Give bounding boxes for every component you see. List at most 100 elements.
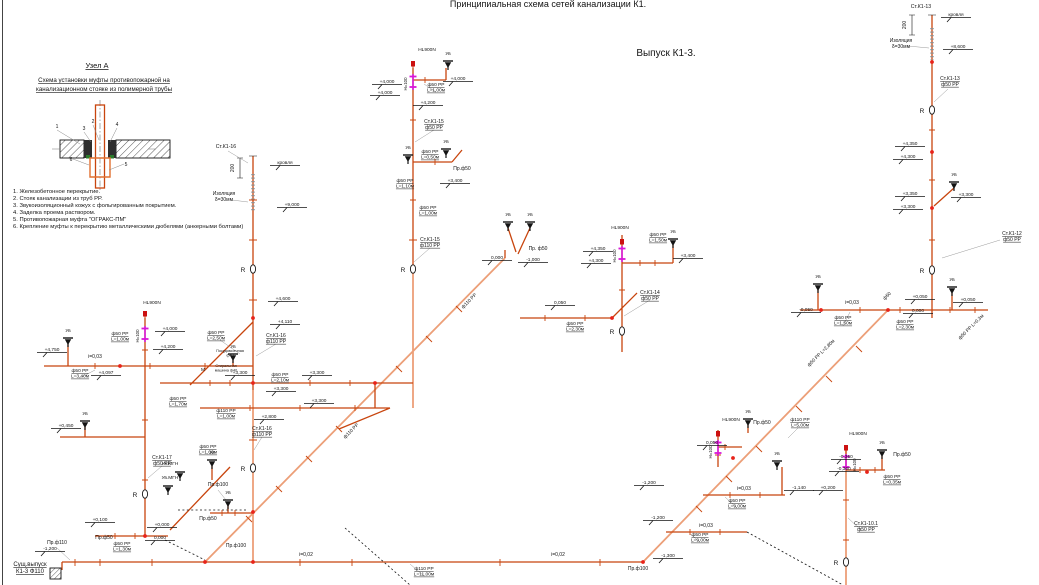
note-5: 5. Противопожарная муфта "ОГРАКС-ПМ" — [13, 217, 126, 223]
elevation-mark — [153, 349, 183, 355]
washbasin-label: Ув — [443, 139, 449, 145]
pipe-spec: ф50 PP L=2,50м — [207, 330, 225, 342]
elevation-value: -1,200 — [43, 546, 57, 552]
cleanout-label: Пр.ф100 — [208, 482, 228, 488]
revision-label: R — [133, 492, 138, 499]
elevation-value: +4,000 — [451, 76, 466, 82]
elevation-mark — [37, 352, 67, 358]
washbasin-label: Ув — [774, 451, 780, 457]
elevation-value: +4,110 — [278, 319, 293, 325]
dimension-200: 200 — [230, 164, 236, 173]
outlet-title: Выпуск К1-3. — [636, 48, 695, 59]
riser-id: Ст.К1-15 ф110 PP — [420, 237, 441, 249]
elevation-value: +0,050 — [913, 294, 928, 300]
fire-coupling-symbol — [140, 325, 150, 343]
riser-id: Ст.К1-15 ф50 PP — [424, 119, 444, 131]
elevation-mark — [697, 445, 727, 451]
washbasin-symbol — [742, 418, 754, 429]
junction-dot — [865, 470, 869, 474]
elevation-mark — [270, 165, 300, 171]
washbasin-symbol — [946, 286, 958, 297]
elevation-value: +3,300 — [233, 370, 248, 376]
fire-coupling-symbol — [617, 245, 627, 263]
pipe-spec: ф110 PP L=11,00м — [414, 566, 434, 578]
elevation-value: 0,000 — [154, 535, 166, 541]
elevation-value: +3,350 — [903, 191, 918, 197]
elevation-mark — [266, 391, 296, 397]
revision-symbol — [618, 326, 626, 336]
elevation-value: +4,600 — [276, 296, 291, 302]
elevation-mark — [91, 375, 121, 381]
pipe-spec: ф50 PP L=1,00м — [111, 331, 129, 343]
washbasin-symbol — [524, 221, 536, 232]
callout-5: 5 — [125, 162, 128, 168]
elevation-mark — [545, 305, 575, 311]
revision-symbol — [409, 264, 417, 274]
cleanout-label: Пр.ф50 — [893, 452, 911, 458]
slab-right — [115, 139, 171, 159]
elevation-mark — [268, 301, 298, 307]
elevation-value: +0,100 — [93, 517, 108, 523]
elevation-value: +3,400 — [448, 178, 463, 184]
pipe-spec: ф50 PP L=2,30м — [566, 321, 584, 333]
air-valve-label: HL900N — [418, 47, 436, 53]
anchor-left — [86, 155, 90, 159]
riser-id: Ст.К1-16 ф110 PP — [252, 426, 273, 438]
washbasin-symbol — [206, 459, 218, 470]
cleanout-label: Пр.ф100 — [628, 566, 648, 572]
existing-outlet-label: Сущ.выпуск К1-3 Ф110 — [13, 562, 47, 575]
pipe-spec: ф50 PP L=1,50м — [834, 315, 852, 327]
slope-label: i=0,03 — [699, 523, 713, 529]
washbasin-label: Ув — [230, 344, 236, 350]
riser-id: Ст.К1-14 ф50 PP — [640, 290, 660, 302]
elevation-value: -0,350 — [839, 454, 853, 460]
elevation-mark — [155, 331, 185, 337]
elevation-mark — [643, 520, 673, 526]
elevation-value: +0,450 — [59, 423, 74, 429]
elevation-value: +3,300 — [959, 192, 974, 198]
washbasin-symbol — [667, 238, 679, 249]
revision-label: R — [920, 268, 925, 275]
elevation-mark — [941, 17, 971, 23]
elevation-value: +4,750 — [45, 347, 60, 353]
elevation-value: +0,050 — [961, 297, 976, 303]
elevation-mark — [893, 209, 923, 215]
pipe-spec: ф50 PP L=1,50м — [649, 232, 667, 244]
air-valve-label: HL900N — [611, 225, 629, 231]
elevation-mark — [903, 313, 933, 319]
junction-dot — [641, 560, 645, 564]
elevation-value: +4,000 — [378, 90, 393, 96]
elevation-value: кровля — [277, 161, 293, 166]
washbasin-label: Ув — [209, 450, 215, 456]
detail-title: Узел А — [85, 61, 108, 70]
revision-symbol — [928, 265, 936, 275]
riser-id: Ст.К1-12 ф50 PP — [1002, 231, 1022, 243]
text-labels: Принципиальная схема сетей канализации К… — [13, 0, 1022, 578]
revision-symbol — [249, 463, 257, 473]
washbasin-label: Ув — [879, 440, 885, 446]
elevation-flags: кровля +9,000 кровля +8,600 +4,350 +4,300 +3,3… — [35, 13, 983, 564]
cleanout-label: Пр. ф50 — [529, 246, 548, 252]
junction-dot — [251, 316, 255, 320]
elevation-mark — [829, 471, 859, 477]
elevation-mark — [791, 312, 821, 318]
fire-coupling-detail — [89, 157, 111, 178]
note-4: 4. Заделка проема раствором. — [13, 210, 96, 216]
slope-label: i=0,03 — [737, 486, 751, 492]
cleanout-label: Пр.ф110 — [47, 540, 67, 546]
elevation-mark — [277, 207, 307, 213]
junction-dot — [930, 150, 934, 154]
washbasin-label: Ув — [445, 51, 451, 57]
junction-dot — [731, 456, 735, 460]
elevation-value: +0,000 — [155, 522, 170, 528]
pipe-spec: ф110 PP L=5,00м — [790, 417, 809, 429]
washbasin-mgn-label: Ув.МГН — [162, 461, 179, 467]
elevation-value: кровля — [948, 13, 964, 18]
elevation-mark — [443, 81, 473, 87]
pipe-spec: ф50 PP L=1,30м — [113, 541, 131, 553]
elevation-mark — [147, 527, 177, 533]
revision-symbol — [249, 264, 257, 274]
elevation-value: -0,300 — [837, 466, 851, 472]
riser-id: Ст.К1-17 ф50 PP — [152, 455, 172, 467]
elevation-value: +3,300 — [901, 204, 916, 210]
